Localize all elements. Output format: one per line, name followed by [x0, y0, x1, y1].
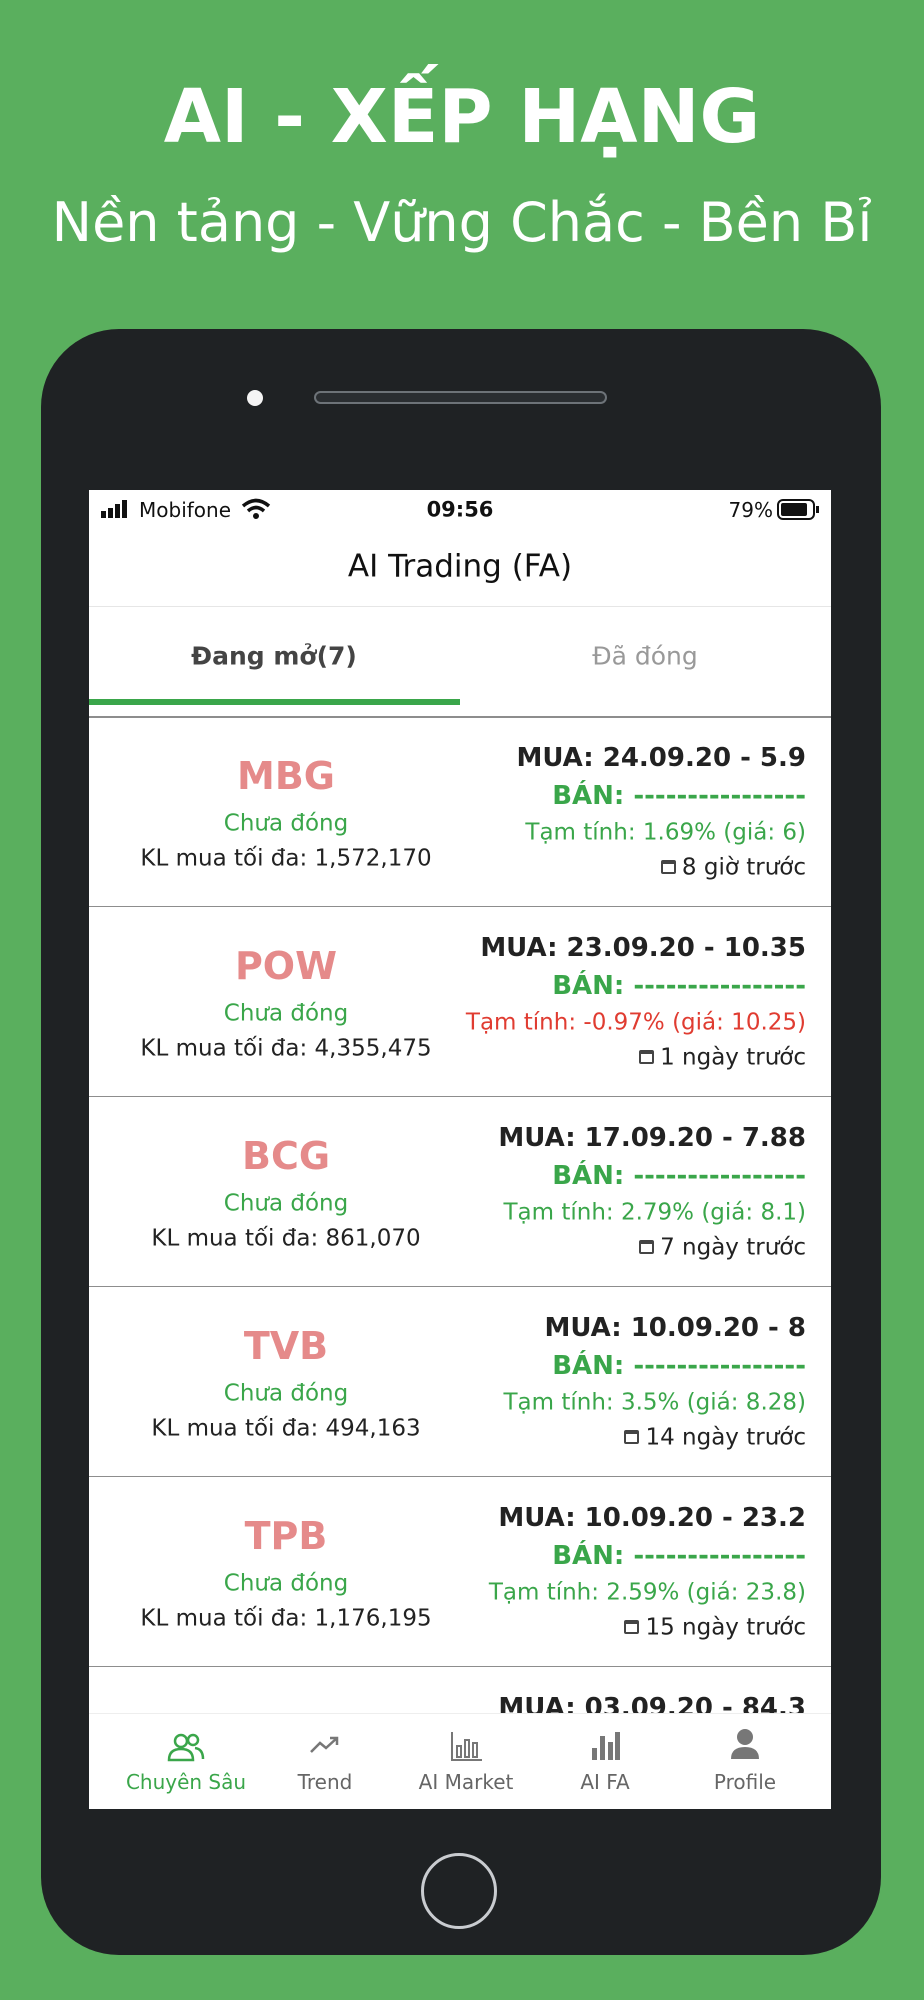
calendar-icon — [639, 1240, 654, 1254]
calendar-icon — [624, 1620, 639, 1634]
volume: KL mua tối đa: 1,572,170 — [140, 845, 432, 872]
volume: KL mua tối đa: 1,176,195 — [140, 1605, 432, 1632]
ticker: BCG — [241, 1134, 331, 1178]
tab-indicator — [89, 699, 460, 705]
bottom-nav: Chuyên Sâu Trend AI Market AI FA Profile — [89, 1713, 831, 1809]
sell: BÁN: ---------------- — [552, 1351, 806, 1381]
trade-row[interactable]: MBG Chưa đóng KL mua tối đa: 1,572,170 MUA:… — [89, 717, 831, 907]
carrier: Mobifone — [139, 498, 232, 522]
status: Chưa đóng — [223, 1190, 349, 1217]
icon-fa — [592, 1732, 620, 1760]
estimate: Tạm tính: 2.79% (giá: 8.1) — [503, 1199, 806, 1226]
buy: MUA: 17.09.20 - 7.88 — [498, 1123, 806, 1153]
nav-label[interactable]: AI FA — [580, 1770, 630, 1794]
trade-row[interactable]: TVB Chưa đóng KL mua tối đa: 494,163 MUA: 1… — [89, 1287, 831, 1477]
ticker: TVB — [243, 1324, 329, 1368]
nav-label[interactable]: Profile — [713, 1770, 777, 1794]
sell: BÁN: ---------------- — [552, 971, 806, 1001]
volume: KL mua tối đa: 861,070 — [151, 1225, 421, 1252]
calendar-icon — [639, 1050, 654, 1064]
icon-market — [451, 1732, 482, 1761]
buy: MUA: 10.09.20 - 23.2 — [498, 1503, 806, 1533]
trade-row[interactable]: TPB Chưa đóng KL mua tối đa: 1,176,195 MUA:… — [89, 1477, 831, 1667]
estimate: Tạm tính: 3.5% (giá: 8.28) — [503, 1389, 806, 1416]
time: 15 ngày trước — [645, 1614, 806, 1641]
wifi-icon — [241, 498, 271, 519]
status: Chưa đóng — [223, 810, 349, 837]
nav-label[interactable]: AI Market — [418, 1770, 514, 1794]
time: 8 giờ trước — [681, 854, 806, 881]
subtitle: Nền tảng - Vững Chắc - Bền Bỉ — [51, 191, 873, 254]
estimate: Tạm tính: -0.97% (giá: 10.25) — [465, 1009, 806, 1036]
trade-row[interactable]: POW Chưa đóng KL mua tối đa: 4,355,475 MUA:… — [89, 907, 831, 1097]
ticker: MBG — [237, 754, 335, 798]
sell: BÁN: ---------------- — [552, 1161, 806, 1191]
sell: BÁN: ---------------- — [552, 1541, 806, 1571]
volume: KL mua tối đa: 494,163 — [151, 1415, 421, 1442]
status: Chưa đóng — [223, 1570, 349, 1597]
nav-label[interactable]: Chuyên Sâu — [125, 1770, 247, 1794]
clock: 09:56 — [426, 497, 494, 522]
buy: MUA: 23.09.20 - 10.35 — [480, 933, 806, 963]
divider — [89, 606, 831, 607]
icon-trend — [310, 1736, 339, 1753]
status: Chưa đóng — [223, 1380, 349, 1407]
icon-profile — [731, 1729, 759, 1759]
divider — [89, 716, 831, 718]
speaker — [314, 391, 607, 404]
buy: MUA: 10.09.20 - 8 — [544, 1313, 806, 1343]
signal-icon — [101, 500, 127, 518]
nav-label[interactable]: Trend — [297, 1770, 353, 1794]
time: 14 ngày trước — [645, 1424, 806, 1451]
home-button[interactable] — [421, 1853, 497, 1929]
icon-users — [167, 1733, 205, 1762]
battery-icon — [777, 499, 819, 520]
screen: Mobifone 09:56 79% AI Trading (FA) Đang … — [89, 490, 831, 1809]
tab-closed[interactable]: Đã đóng — [592, 641, 698, 671]
sell: BÁN: ---------------- — [552, 781, 806, 811]
estimate: Tạm tính: 2.59% (giá: 23.8) — [488, 1579, 806, 1606]
calendar-icon — [661, 860, 676, 874]
camera — [247, 390, 263, 406]
ticker: POW — [234, 944, 338, 988]
status: Chưa đóng — [223, 1000, 349, 1027]
volume: KL mua tối đa: 4,355,475 — [140, 1035, 432, 1062]
buy: MUA: 24.09.20 - 5.9 — [516, 743, 807, 773]
time: 1 ngày trước — [660, 1044, 806, 1071]
estimate: Tạm tính: 1.69% (giá: 6) — [525, 819, 806, 846]
app-title: AI Trading (FA) — [347, 548, 573, 585]
trade-row[interactable]: BCG Chưa đóng KL mua tối đa: 861,070 MUA: 1… — [89, 1097, 831, 1287]
headline: AI - XẾP HẠNG — [163, 74, 761, 160]
tab-open[interactable]: Đang mở(7) — [191, 641, 357, 671]
calendar-icon — [624, 1430, 639, 1444]
time: 7 ngày trước — [660, 1234, 806, 1261]
battery-text: 79% — [728, 498, 773, 522]
ticker: TPB — [244, 1514, 328, 1558]
